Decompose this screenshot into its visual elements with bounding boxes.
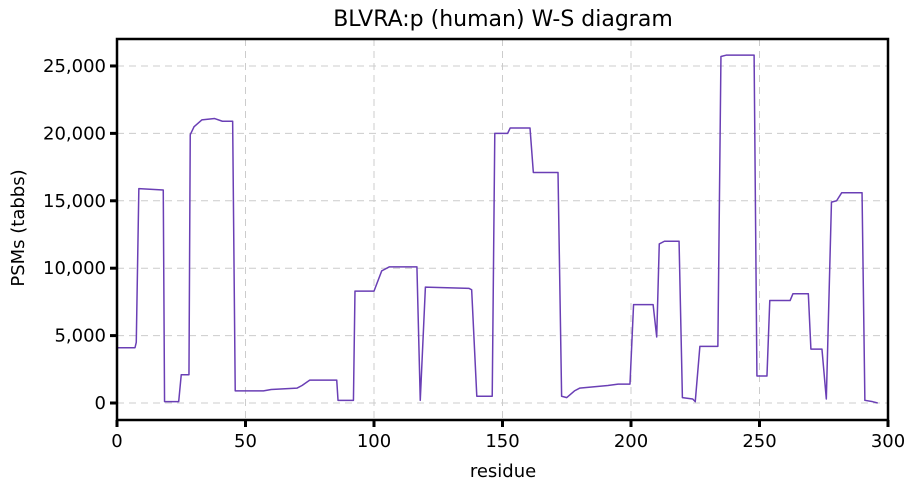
y-tick-label: 15,000 — [43, 191, 106, 212]
data-line — [117, 54, 878, 404]
x-tick-label: 250 — [742, 431, 776, 452]
x-tick-label: 150 — [485, 431, 519, 452]
y-tick-label: 5,000 — [54, 326, 106, 347]
y-tick-label: 0 — [95, 393, 106, 414]
x-tick-label: 50 — [234, 431, 257, 452]
x-tick-label: 0 — [111, 431, 122, 452]
x-axis-label: residue — [470, 461, 536, 482]
y-tick-label: 25,000 — [43, 56, 106, 77]
chart-title: BLVRA:p (human) W-S diagram — [333, 7, 673, 32]
plot-frame — [115, 37, 890, 422]
x-tick-label: 300 — [871, 431, 905, 452]
x-tick-label: 100 — [357, 431, 391, 452]
x-tick-label: 200 — [614, 431, 648, 452]
y-axis-label: PSMs (tabbs) — [8, 169, 29, 286]
y-tick-label: 20,000 — [43, 123, 106, 144]
y-tick-label: 10,000 — [43, 258, 106, 279]
